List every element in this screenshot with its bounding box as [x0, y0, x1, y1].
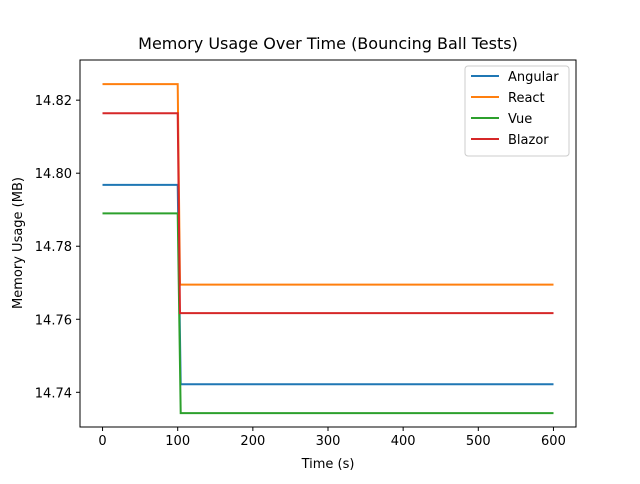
- y-tick-label: 14.80: [35, 167, 72, 182]
- y-tick-label: 14.74: [35, 386, 72, 401]
- legend-label-angular: Angular: [508, 70, 559, 85]
- x-tick-label: 500: [466, 434, 491, 449]
- series-line-blazor: [102, 112, 554, 315]
- legend-label-vue: Vue: [508, 112, 532, 127]
- legend-label-react: React: [508, 91, 545, 106]
- x-axis: 0 100 200 300 400 500 600: [98, 427, 566, 449]
- x-tick-label: 300: [316, 434, 341, 449]
- y-axis-title: Memory Usage (MB): [11, 177, 26, 309]
- y-axis: 14.74 14.76 14.78 14.80 14.82: [35, 94, 80, 401]
- y-tick-label: 14.82: [35, 94, 72, 109]
- x-tick-label: 600: [541, 434, 566, 449]
- legend-box: [464, 65, 570, 157]
- x-tick-label: 400: [391, 434, 416, 449]
- y-tick-label: 14.78: [35, 240, 72, 255]
- x-tick-label: 200: [240, 434, 265, 449]
- x-tick-label: 100: [165, 434, 190, 449]
- y-tick-label: 14.76: [35, 313, 72, 328]
- legend-label-blazor: Blazor: [508, 133, 549, 148]
- x-axis-title: Time (s): [301, 457, 355, 472]
- legend: Angular React Vue Blazor: [464, 65, 570, 157]
- plot-lines: [102, 83, 554, 415]
- x-tick-label: 0: [98, 434, 106, 449]
- chart-title: Memory Usage Over Time (Bouncing Ball Te…: [138, 34, 518, 53]
